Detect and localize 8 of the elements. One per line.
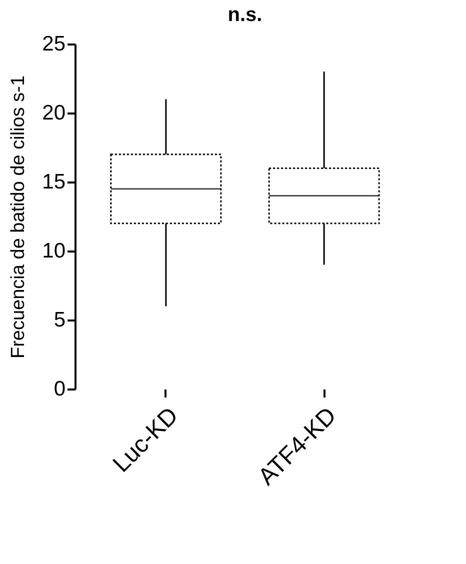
y-tick-label: 20	[42, 102, 66, 124]
y-tick-label: 15	[42, 170, 66, 194]
y-tick-label: 10	[42, 240, 66, 262]
y-tick-label: 25	[42, 32, 66, 56]
text: n.s.	[228, 4, 262, 26]
y-tick-label: 0	[54, 378, 66, 400]
y-axis-title: Frecuencia de batido de cilios s-1	[8, 75, 30, 359]
y-tick-label: 5	[54, 308, 66, 332]
